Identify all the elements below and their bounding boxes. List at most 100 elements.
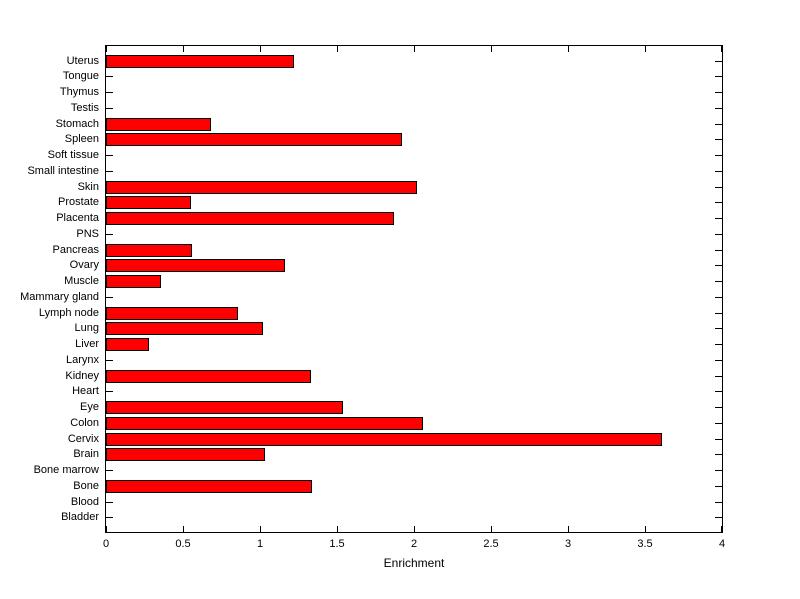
x-tick-label: 1	[256, 538, 264, 550]
category-label-bladder: Bladder	[61, 511, 99, 523]
y-tick-left	[106, 297, 113, 298]
category-label-soft-tissue: Soft tissue	[47, 149, 99, 161]
y-tick-right	[715, 202, 722, 203]
category-label-stomach: Stomach	[55, 118, 99, 130]
x-tick-label: 1.5	[329, 538, 345, 550]
category-label-muscle: Muscle	[64, 275, 99, 287]
bar-prostate	[106, 196, 191, 209]
y-tick-left	[106, 171, 113, 172]
category-label-pancreas: Pancreas	[52, 244, 99, 256]
y-tick-right	[715, 250, 722, 251]
bar-muscle	[106, 275, 161, 288]
y-tick-right	[715, 313, 722, 314]
y-tick-right	[715, 155, 722, 156]
x-tick-bottom	[337, 526, 338, 532]
x-tick-bottom	[721, 526, 722, 532]
x-axis-label: Enrichment	[383, 556, 445, 570]
category-label-brain: Brain	[73, 448, 99, 460]
y-tick-right	[715, 486, 722, 487]
bar-pancreas	[106, 244, 192, 257]
y-tick-right	[715, 439, 722, 440]
y-tick-right	[715, 328, 722, 329]
y-tick-right	[715, 108, 722, 109]
y-tick-right	[715, 391, 722, 392]
bar-liver	[106, 338, 149, 351]
bar-spleen	[106, 133, 402, 146]
x-tick-top	[260, 46, 261, 52]
x-tick-top	[337, 46, 338, 52]
y-tick-left	[106, 391, 113, 392]
category-label-mammary-gland: Mammary gland	[20, 291, 99, 303]
y-tick-right	[715, 517, 722, 518]
y-tick-left	[106, 517, 113, 518]
y-tick-right	[715, 344, 722, 345]
x-tick-label: 0.5	[175, 538, 191, 550]
bar-lymph-node	[106, 307, 238, 320]
x-tick-bottom	[260, 526, 261, 532]
category-label-kidney: Kidney	[65, 370, 99, 382]
category-label-cervix: Cervix	[67, 433, 99, 445]
x-tick-bottom	[183, 526, 184, 532]
y-tick-right	[715, 502, 722, 503]
y-tick-left	[106, 502, 113, 503]
category-label-heart: Heart	[72, 385, 99, 397]
category-label-ovary: Ovary	[69, 259, 99, 271]
y-tick-right	[715, 171, 722, 172]
plot-area	[105, 45, 723, 533]
x-tick-bottom	[568, 526, 569, 532]
x-tick-top	[721, 46, 722, 52]
y-tick-right	[715, 376, 722, 377]
x-tick-top	[491, 46, 492, 52]
x-tick-top	[106, 46, 107, 52]
category-label-thymus: Thymus	[59, 86, 99, 98]
category-label-tongue: Tongue	[62, 70, 99, 82]
x-tick-top	[414, 46, 415, 52]
y-tick-right	[715, 124, 722, 125]
bar-placenta	[106, 212, 394, 225]
x-tick-top	[183, 46, 184, 52]
x-tick-top	[568, 46, 569, 52]
x-tick-label: 3	[564, 538, 572, 550]
bar-brain	[106, 448, 265, 461]
category-label-larynx: Larynx	[65, 354, 99, 366]
category-label-colon: Colon	[70, 417, 99, 429]
category-label-skin: Skin	[77, 181, 99, 193]
category-label-lymph-node: Lymph node	[38, 307, 99, 319]
bar-bone	[106, 480, 312, 493]
category-label-lung: Lung	[74, 322, 99, 334]
y-tick-left	[106, 234, 113, 235]
x-tick-bottom	[414, 526, 415, 532]
y-tick-right	[715, 61, 722, 62]
x-tick-bottom	[106, 526, 107, 532]
x-tick-label: 4	[718, 538, 726, 550]
y-tick-right	[715, 218, 722, 219]
bar-eye	[106, 401, 343, 414]
y-tick-right	[715, 423, 722, 424]
y-tick-right	[715, 234, 722, 235]
x-tick-label: 2.5	[483, 538, 499, 550]
category-label-blood: Blood	[70, 496, 99, 508]
y-tick-left	[106, 76, 113, 77]
category-label-small-intestine: Small intestine	[27, 165, 99, 177]
category-label-bone: Bone	[73, 480, 99, 492]
y-tick-right	[715, 76, 722, 77]
y-tick-right	[715, 297, 722, 298]
category-label-spleen: Spleen	[64, 133, 99, 145]
category-label-placenta: Placenta	[56, 212, 99, 224]
y-tick-right	[715, 470, 722, 471]
category-label-liver: Liver	[75, 338, 99, 350]
bar-ovary	[106, 259, 285, 272]
category-label-testis: Testis	[70, 102, 99, 114]
y-tick-right	[715, 139, 722, 140]
bar-stomach	[106, 118, 211, 131]
category-label-uterus: Uterus	[66, 55, 99, 67]
y-tick-left	[106, 470, 113, 471]
bar-colon	[106, 417, 423, 430]
y-tick-right	[715, 281, 722, 282]
y-tick-left	[106, 155, 113, 156]
bar-kidney	[106, 370, 311, 383]
bar-lung	[106, 322, 263, 335]
y-tick-left	[106, 360, 113, 361]
x-tick-top	[645, 46, 646, 52]
